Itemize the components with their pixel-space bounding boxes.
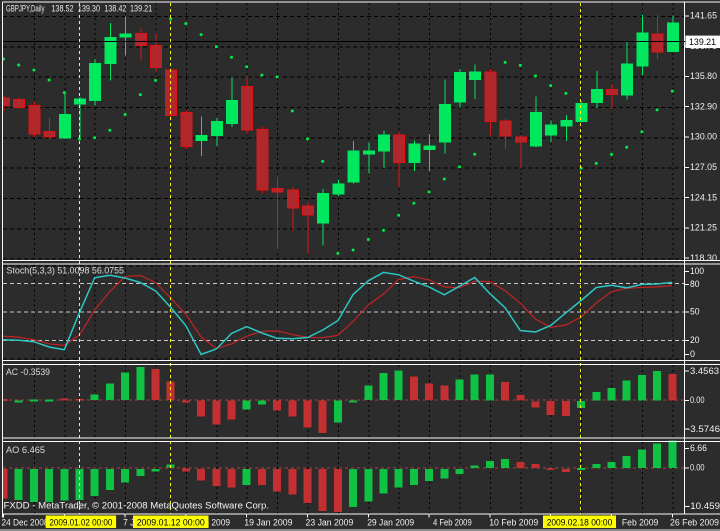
- svg-text:2009.02.18 00:00: 2009.02.18 00:00: [547, 518, 613, 528]
- svg-text:-3.5746: -3.5746: [687, 424, 720, 434]
- svg-text:0: 0: [690, 349, 695, 359]
- svg-text:0.00: 0.00: [690, 395, 705, 405]
- svg-text:4 Feb 2009: 4 Feb 2009: [433, 518, 472, 528]
- svg-text:124.15: 124.15: [690, 192, 717, 202]
- svg-text:138.52: 138.52: [51, 4, 73, 14]
- svg-text:10 Feb 2009: 10 Feb 2009: [489, 518, 538, 528]
- svg-text:130.00: 130.00: [690, 132, 717, 142]
- svg-text:24 Dec 2008: 24 Dec 2008: [2, 518, 49, 528]
- svg-text:139.21: 139.21: [130, 4, 152, 14]
- svg-text:GBPJPY,Daily: GBPJPY,Daily: [6, 4, 45, 14]
- svg-text:19 Jan 2009: 19 Jan 2009: [244, 518, 292, 528]
- svg-text:100: 100: [690, 266, 704, 276]
- svg-text:Stoch(5,3,3) 51.0098 56.0755: Stoch(5,3,3) 51.0098 56.0755: [7, 266, 125, 276]
- svg-text:Feb 2009: Feb 2009: [622, 518, 658, 528]
- svg-text:6.66: 6.66: [690, 443, 707, 453]
- svg-text:138.42: 138.42: [104, 4, 126, 14]
- svg-text:FXDD - MetaTrader, © 2001-2008: FXDD - MetaTrader, © 2001-2008 MetaQuote…: [4, 501, 270, 511]
- svg-text:-10.459: -10.459: [687, 501, 720, 511]
- svg-text:26 Feb 2009: 26 Feb 2009: [670, 518, 719, 528]
- svg-text:0.00: 0.00: [690, 463, 705, 473]
- svg-text:80: 80: [690, 279, 700, 289]
- svg-text:50: 50: [690, 307, 700, 317]
- svg-text:AC -0.3539: AC -0.3539: [6, 367, 50, 377]
- svg-text:2009.01.02 00:00: 2009.01.02 00:00: [49, 518, 112, 528]
- svg-text:118.30: 118.30: [690, 253, 717, 263]
- svg-text:139.30: 139.30: [78, 4, 100, 14]
- svg-text:121.25: 121.25: [690, 223, 717, 233]
- svg-text:141.65: 141.65: [690, 11, 717, 21]
- svg-text:139.21: 139.21: [689, 37, 716, 47]
- svg-text:3.4563: 3.4563: [690, 366, 719, 376]
- svg-text:2009.01.12 00:00: 2009.01.12 00:00: [137, 518, 205, 528]
- svg-text:23 Jan 2009: 23 Jan 2009: [306, 518, 354, 528]
- svg-text:AO 6.465: AO 6.465: [6, 445, 45, 455]
- svg-text:29 Jan 2009: 29 Jan 2009: [367, 518, 414, 528]
- svg-text:135.80: 135.80: [690, 71, 717, 81]
- svg-text:127.05: 127.05: [690, 162, 717, 172]
- svg-text:20: 20: [690, 335, 700, 345]
- svg-text:132.90: 132.90: [690, 101, 717, 111]
